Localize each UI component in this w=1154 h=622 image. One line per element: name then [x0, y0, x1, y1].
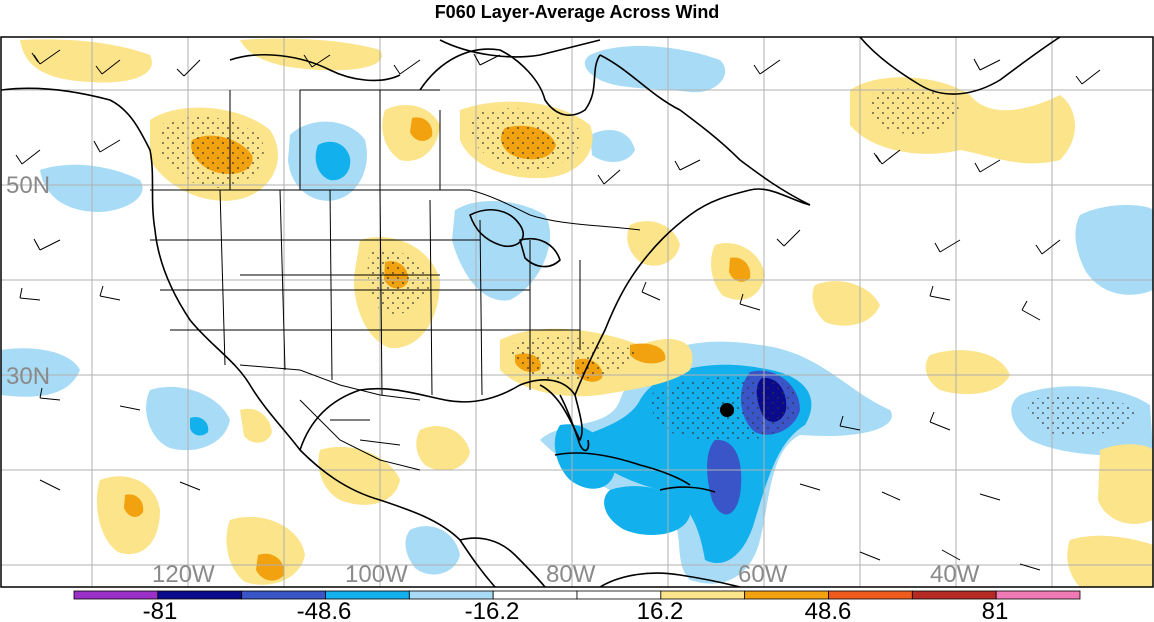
stipple-area	[1028, 395, 1140, 436]
stipple-area	[470, 108, 581, 170]
colorbar-label: -48.6	[297, 598, 352, 622]
neg-region-hudson	[584, 45, 726, 93]
cuba	[554, 452, 691, 486]
pos-region-pacific-south-mid	[256, 553, 285, 581]
pos-region-pacific-sw-mid	[124, 494, 144, 517]
pos-region-east-africa-edge	[1098, 444, 1153, 524]
pos-region-atlantic-nw-mid	[729, 257, 751, 282]
colorbar-label: 81	[982, 598, 1009, 622]
province-lines	[229, 89, 441, 190]
lat-label-50n: 50N	[6, 172, 50, 199]
neg-region-nova-scotia	[590, 130, 635, 162]
colorbar	[73, 590, 1081, 600]
arctic-islands	[229, 39, 601, 82]
stipple-area	[868, 88, 960, 134]
colorbar-label: -81	[143, 598, 178, 622]
neg-region-rockies-mid	[315, 141, 351, 181]
florida	[559, 394, 590, 452]
neg-region-greatlakes	[452, 200, 551, 301]
pos-region-baja	[240, 408, 272, 443]
map-title: F060 Layer-Average Across Wind	[434, 2, 720, 22]
wind-barbs	[15, 49, 1101, 571]
north-america-coast	[1, 87, 496, 587]
east-coast	[574, 188, 811, 396]
pos-region-newengland	[627, 221, 680, 266]
neg-region-eastpacific-mid	[190, 416, 209, 436]
lat-label-30n: 30N	[6, 363, 50, 390]
pos-region-midatlantic	[812, 281, 880, 326]
hudson-bay	[419, 48, 601, 116]
lon-label-60w: 60W	[738, 561, 788, 588]
us-mexico-border	[239, 364, 421, 401]
neg-region-farnortheast	[1075, 205, 1153, 295]
lon-label-80w: 80W	[546, 561, 596, 588]
neg-region-centralamerica	[405, 526, 460, 575]
colorbar-segment	[995, 590, 1081, 600]
plot-frame	[0, 36, 1154, 588]
pos-region-yucatan	[416, 426, 470, 471]
greenland-coast	[859, 37, 1061, 95]
coastlines	[1, 37, 1061, 587]
pos-region-pacific-south	[226, 516, 305, 585]
mexico-states	[299, 399, 421, 471]
pos-region-alaska	[20, 39, 152, 83]
lon-label-120w: 120W	[152, 561, 215, 588]
lon-label-40w: 40W	[930, 561, 980, 588]
hispaniola	[659, 486, 716, 493]
lat-lon-grid	[1, 37, 1153, 587]
neg-region-westcoast	[40, 164, 143, 212]
us-canada-border	[150, 189, 641, 231]
neg-region-southwest	[1, 348, 80, 397]
pos-region-manitoba-mid	[410, 117, 433, 141]
colorbar-label: -16.2	[465, 598, 520, 622]
pos-region-southeast-atlantic	[1067, 535, 1153, 587]
pos-region-arctic	[240, 38, 382, 71]
colorbar-label: 48.6	[805, 598, 852, 622]
great-lakes	[469, 209, 561, 268]
labrador-coast	[599, 54, 811, 206]
lon-label-100w: 100W	[345, 561, 408, 588]
pos-region-central-atlantic	[925, 350, 1010, 395]
south-america-edge	[599, 572, 741, 587]
stipple-area	[160, 116, 264, 188]
colorbar-label: 16.2	[637, 598, 684, 622]
political-boundaries	[150, 89, 641, 471]
pos-region-pacific-sw	[96, 476, 160, 555]
storm-center-marker	[720, 403, 734, 417]
neg-region-gulf	[554, 424, 615, 489]
state-lines	[150, 189, 581, 396]
neg-region-caribbean	[604, 486, 690, 535]
stipple-area	[367, 248, 430, 314]
central-america	[459, 537, 546, 587]
